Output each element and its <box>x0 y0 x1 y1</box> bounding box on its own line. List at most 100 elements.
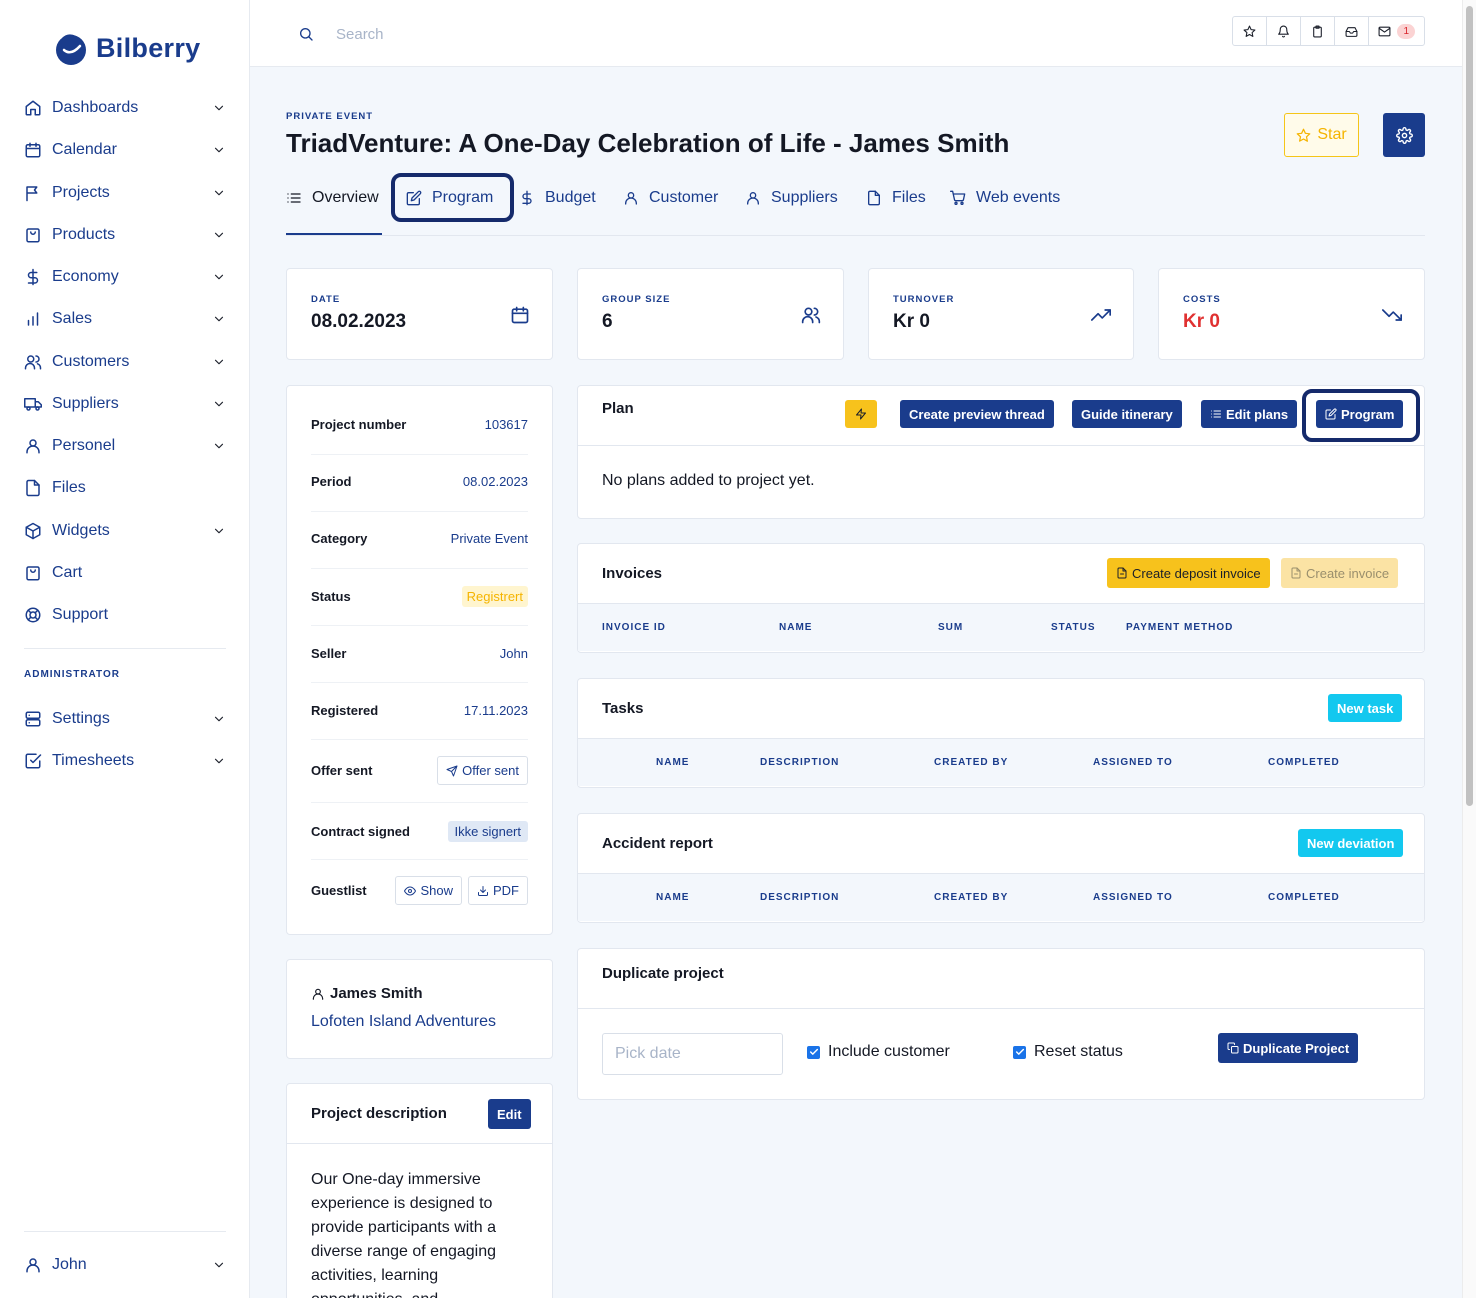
column-header[interactable]: COMPLETED <box>1268 757 1340 768</box>
create-deposit-invoice-button[interactable]: Create deposit invoice <box>1107 558 1270 588</box>
user-name: John <box>52 1256 87 1273</box>
sidebar-item-suppliers[interactable]: Suppliers <box>24 389 226 419</box>
column-header[interactable]: NAME <box>656 757 690 768</box>
sidebar-item-support[interactable]: Support <box>24 600 226 630</box>
column-header[interactable]: CREATED BY <box>934 892 1009 903</box>
chevron-down-icon[interactable] <box>212 1258 226 1272</box>
tab-label: Suppliers <box>771 189 838 206</box>
tab-overview[interactable]: Overview <box>286 183 379 213</box>
chevron-down-icon[interactable] <box>212 143 226 157</box>
scrollbar-thumb[interactable] <box>1466 6 1473 806</box>
column-header[interactable]: STATUS <box>1051 622 1096 633</box>
sidebar-item-cart[interactable]: Cart <box>24 558 226 588</box>
edit-icon <box>1325 408 1337 420</box>
info-divider <box>311 568 528 569</box>
program-button[interactable]: Program <box>1316 400 1404 428</box>
chevron-down-icon[interactable] <box>212 101 226 115</box>
sidebar-item-products[interactable]: Products <box>24 220 226 250</box>
invoices-table-header: INVOICE ID NAME SUM STATUS PAYMENT METHO… <box>578 603 1424 651</box>
column-header[interactable]: NAME <box>779 622 813 633</box>
sidebar-item-files[interactable]: Files <box>24 473 226 503</box>
tab-budget[interactable]: Budget <box>519 183 596 213</box>
chevron-down-icon[interactable] <box>212 754 226 768</box>
edit-description-button[interactable]: Edit <box>488 1099 531 1129</box>
tab-files[interactable]: Files <box>866 183 926 213</box>
column-header[interactable]: ASSIGNED TO <box>1093 892 1173 903</box>
inbox-button[interactable] <box>1334 16 1370 46</box>
sidebar-item-economy[interactable]: Economy <box>24 262 226 292</box>
notifications-button[interactable] <box>1266 16 1302 46</box>
customer-name: James Smith <box>330 985 423 1002</box>
new-deviation-button[interactable]: New deviation <box>1298 829 1404 857</box>
guestlist-actions: Show PDF <box>395 876 528 905</box>
tab-suppliers[interactable]: Suppliers <box>745 183 838 213</box>
topbar-actions: 1 <box>1232 16 1425 46</box>
column-header[interactable]: ASSIGNED TO <box>1093 757 1173 768</box>
chevron-down-icon[interactable] <box>212 312 226 326</box>
reset-status-checkbox[interactable] <box>1013 1045 1026 1059</box>
chevron-down-icon[interactable] <box>212 712 226 726</box>
star-icon <box>1296 128 1311 142</box>
user-menu[interactable]: John <box>24 1250 226 1280</box>
mail-button[interactable]: 1 <box>1368 16 1425 46</box>
column-header[interactable]: DESCRIPTION <box>760 757 840 768</box>
deposit-invoice-label: Create deposit invoice <box>1132 565 1261 581</box>
info-row-period: Period 08.02.2023 <box>311 474 528 489</box>
column-header[interactable]: CREATED BY <box>934 757 1009 768</box>
scrollbar[interactable] <box>1462 0 1476 1298</box>
column-header[interactable]: DESCRIPTION <box>760 892 840 903</box>
column-header[interactable]: INVOICE ID <box>602 622 666 633</box>
new-task-button[interactable]: New task <box>1328 694 1403 722</box>
duplicate-project-button[interactable]: Duplicate Project <box>1218 1033 1359 1063</box>
quick-action-button[interactable] <box>845 400 877 428</box>
clipboard-icon <box>1313 25 1323 37</box>
favorites-button[interactable] <box>1232 16 1268 46</box>
column-header[interactable]: PAYMENT METHOD <box>1126 622 1234 633</box>
server-icon <box>25 711 41 727</box>
sidebar-item-dashboards[interactable]: Dashboards <box>24 93 226 123</box>
include-customer-checkbox[interactable] <box>807 1045 820 1059</box>
chevron-down-icon[interactable] <box>212 355 226 369</box>
tab-program[interactable]: Program <box>406 183 493 213</box>
star-button[interactable]: Star <box>1284 113 1359 157</box>
search-input[interactable] <box>336 18 736 50</box>
guestlist-show-button[interactable]: Show <box>395 876 462 905</box>
sidebar-item-calendar[interactable]: Calendar <box>24 135 226 165</box>
guide-itinerary-button[interactable]: Guide itinerary <box>1072 400 1182 428</box>
sidebar-item-widgets[interactable]: Widgets <box>24 516 226 546</box>
sidebar-item-projects[interactable]: Projects <box>24 178 226 208</box>
sidebar-item-label: Calendar <box>52 141 117 158</box>
chevron-down-icon[interactable] <box>212 186 226 200</box>
contract-badge: Ikke signert <box>447 821 528 842</box>
send-icon <box>446 765 458 776</box>
chevron-down-icon[interactable] <box>212 397 226 411</box>
chevron-down-icon[interactable] <box>212 228 226 242</box>
guestlist-pdf-button[interactable]: PDF <box>468 876 528 905</box>
offer-sent-button[interactable]: Offer sent <box>437 756 528 785</box>
clipboard-button[interactable] <box>1300 16 1336 46</box>
pick-date-input[interactable] <box>602 1033 783 1075</box>
chevron-down-icon[interactable] <box>212 270 226 284</box>
settings-button[interactable] <box>1383 113 1425 157</box>
customer-company-link[interactable]: Lofoten Island Adventures <box>311 1013 497 1030</box>
column-header[interactable]: COMPLETED <box>1268 892 1340 903</box>
column-header[interactable]: SUM <box>938 622 964 633</box>
sidebar-item-customers[interactable]: Customers <box>24 347 226 377</box>
chevron-down-icon[interactable] <box>212 439 226 453</box>
duplicate-project-label: Duplicate Project <box>1243 1040 1350 1056</box>
sidebar-item-settings[interactable]: Settings <box>24 704 226 734</box>
tab-customer[interactable]: Customer <box>623 183 718 213</box>
chevron-down-icon[interactable] <box>212 524 226 538</box>
mail-count-badge: 1 <box>1397 23 1415 39</box>
column-header[interactable]: NAME <box>656 892 690 903</box>
create-preview-thread-button[interactable]: Create preview thread <box>900 400 1054 428</box>
edit-plans-button[interactable]: Edit plans <box>1201 400 1298 428</box>
create-invoice-button[interactable]: Create invoice <box>1281 558 1399 588</box>
tab-label: Web events <box>976 189 1061 206</box>
tab-web-events[interactable]: Web events <box>950 183 1060 213</box>
brand-logo[interactable]: Bilberry <box>54 30 200 66</box>
stat-value: 08.02.2023 <box>311 311 407 332</box>
sidebar-item-personel[interactable]: Personel <box>24 431 226 461</box>
sidebar-item-timesheets[interactable]: Timesheets <box>24 746 226 776</box>
sidebar-item-sales[interactable]: Sales <box>24 304 226 334</box>
